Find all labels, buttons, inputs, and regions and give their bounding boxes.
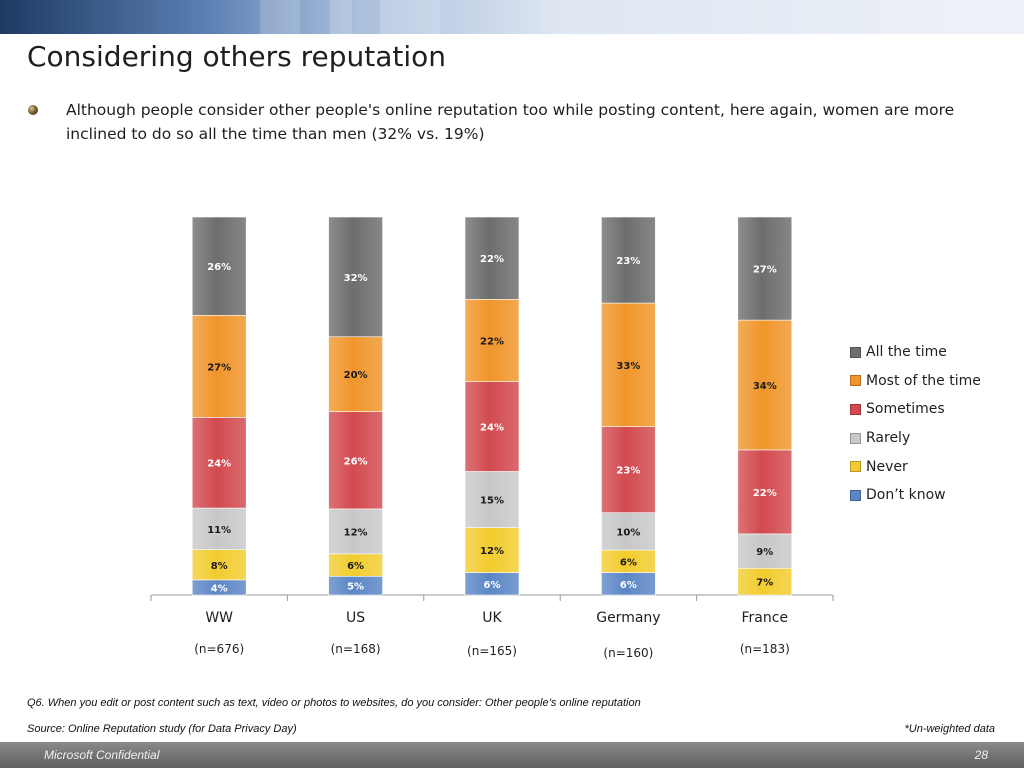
bar-segment-all-the-time-ww [191,216,247,316]
legend-swatch [850,461,861,473]
sample-size-label: (n=160) [603,646,654,660]
sample-size-label: (n=183) [739,642,790,656]
bar-segment-sometimes-ww [191,417,247,509]
legend-item: All the time [850,338,981,367]
bar-segment-rarely-ww [191,507,247,550]
data-label: 9% [756,547,773,558]
data-label: 6% [620,557,637,568]
data-label: 6% [620,580,637,591]
bar-segment-most-of-the-time-france [737,319,793,451]
data-label: 22% [480,337,504,348]
legend-label: Rarely [866,430,911,447]
page-number: 28 [974,748,988,762]
legend-swatch [850,432,861,444]
footer-bar: Microsoft Confidential 28 [0,742,1024,768]
bar-segment-rarely-uk [464,471,520,528]
bar-segment-most-of-the-time-ww [191,314,247,418]
data-label: 4% [211,583,228,594]
legend-item: Most of the time [850,367,981,396]
category-label: WW [205,610,233,626]
sample-size-label: (n=168) [330,642,381,656]
bar-segment-never-france [737,567,793,596]
legend-item: Never [850,452,981,481]
sample-size-label: (n=165) [467,644,517,658]
bar-segment-never-ww [191,549,247,581]
category-label: Germany [596,610,660,626]
data-label: 24% [480,423,504,434]
bar-segment-sometimes-france [737,449,793,535]
data-label: 32% [344,273,368,284]
data-label: 15% [480,496,504,507]
data-label: 12% [344,527,368,538]
data-label: 10% [616,527,640,538]
data-label: 27% [753,265,777,276]
data-label: 8% [211,561,228,572]
confidential-label: Microsoft Confidential [44,748,160,762]
category-label: UK [482,610,502,626]
bar-segment-most-of-the-time-us [328,336,383,412]
legend-label: Most of the time [866,372,981,389]
category-label: US [346,610,365,626]
legend-swatch [850,346,861,358]
data-label: 26% [344,456,368,467]
category-label: France [742,610,789,626]
data-label: 11% [207,525,231,536]
data-label: 5% [347,582,364,593]
chart-legend: All the time Most of the time Sometimes Rar… [850,338,981,510]
bar-segment-all-the-time-us [328,216,383,338]
legend-item: Rarely [850,424,981,453]
legend-label: Sometimes [866,401,945,418]
bullet-text: Although people consider other people's … [66,101,955,143]
data-label: 22% [480,254,504,265]
data-label: 7% [756,578,773,589]
legend-swatch [850,489,861,501]
bar-segment-sometimes-us [328,411,383,510]
bullet-icon [28,105,38,115]
legend-item: Don’t know [850,481,981,510]
header-banner [0,0,1024,34]
data-label: 24% [207,459,231,470]
bar-segment-most-of-the-time-uk [464,299,520,382]
bar-segment-sometimes-uk [464,381,520,472]
data-label: 6% [484,580,501,591]
slide-title: Considering others reputation [27,40,447,73]
data-label: 23% [616,466,640,477]
legend-label: Don’t know [866,487,946,504]
data-label: 20% [344,370,368,381]
bar-segment-all-the-time-france [737,216,793,321]
bar-segment-rarely-germany [601,512,656,551]
data-label: 33% [616,361,640,372]
legend-swatch [850,403,861,415]
data-label: 26% [207,262,231,273]
data-label: 12% [480,546,504,557]
data-label: 34% [753,381,777,392]
bar-segment-most-of-the-time-germany [601,302,656,427]
data-note: *Un-weighted data [904,723,995,735]
bar-segment-all-the-time-uk [464,216,520,300]
legend-label: All the time [866,344,947,361]
data-label: 23% [616,256,640,267]
data-label: 22% [753,488,777,499]
source-note: Source: Online Reputation study (for Dat… [27,723,297,735]
data-label: 6% [347,561,364,572]
data-label: 27% [207,362,231,373]
bar-segment-all-the-time-germany [601,216,656,304]
legend-swatch [850,375,861,387]
bar-segment-rarely-us [328,508,383,555]
bar-segment-never-uk [464,527,520,573]
legend-label: Never [866,458,908,475]
sample-size-label: (n=676) [194,642,245,656]
question-note: Q6. When you edit or post content such a… [27,697,641,709]
legend-item: Sometimes [850,395,981,424]
